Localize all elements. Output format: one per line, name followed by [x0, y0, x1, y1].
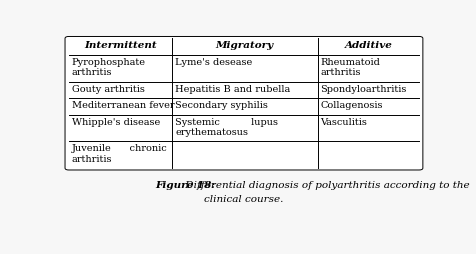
- Text: Systemic          lupus
erythematosus: Systemic lupus erythematosus: [175, 117, 278, 137]
- Text: Figure 18:: Figure 18:: [214, 180, 274, 189]
- Text: Lyme's desease: Lyme's desease: [175, 58, 252, 67]
- Text: Secondary syphilis: Secondary syphilis: [175, 101, 268, 110]
- Text: Collagenosis: Collagenosis: [320, 101, 383, 110]
- Text: Pyrophosphate
arthritis: Pyrophosphate arthritis: [72, 58, 146, 77]
- Text: Hepatitis B and rubella: Hepatitis B and rubella: [175, 84, 290, 93]
- Text: Vasculitis: Vasculitis: [320, 117, 367, 126]
- Text: Gouty arthritis: Gouty arthritis: [72, 84, 145, 93]
- Text: clinical course.: clinical course.: [204, 194, 284, 203]
- Text: Spondyloarthritis: Spondyloarthritis: [320, 84, 407, 93]
- Text: Whipple's disease: Whipple's disease: [72, 117, 160, 126]
- Text: Differential diagnosis of polyarthritis according to the: Differential diagnosis of polyarthritis …: [181, 180, 469, 189]
- Text: Mediterranean fever: Mediterranean fever: [72, 101, 174, 110]
- Text: Additive: Additive: [345, 41, 392, 50]
- Text: Figure 18:: Figure 18:: [155, 180, 215, 189]
- Text: Migratory: Migratory: [216, 41, 274, 50]
- Text: Rheumatoid
arthritis: Rheumatoid arthritis: [320, 58, 380, 77]
- FancyBboxPatch shape: [65, 37, 423, 170]
- Text: Juvenile      chronic
arthritis: Juvenile chronic arthritis: [72, 144, 168, 163]
- Text: Intermittent: Intermittent: [84, 41, 157, 50]
